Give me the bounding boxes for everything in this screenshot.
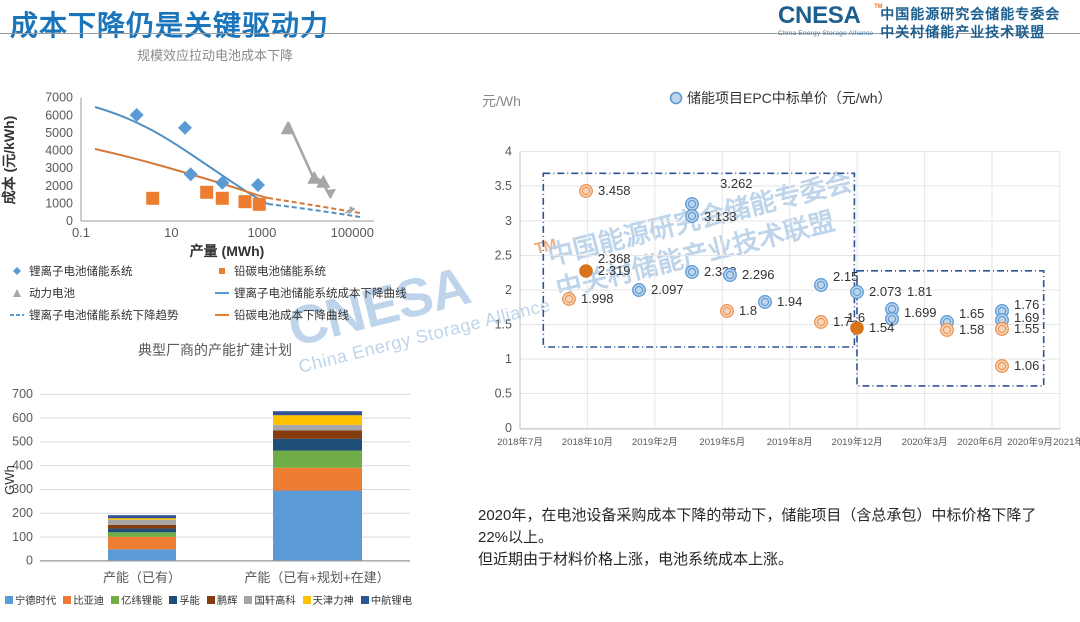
svg-text:2019年12月: 2019年12月 bbox=[831, 436, 882, 448]
svg-text:1.998: 1.998 bbox=[581, 291, 614, 306]
svg-text:1: 1 bbox=[505, 352, 512, 366]
svg-text:2018年7月: 2018年7月 bbox=[497, 436, 543, 448]
svg-text:3.133: 3.133 bbox=[704, 209, 737, 224]
svg-text:2020年6月: 2020年6月 bbox=[957, 436, 1003, 448]
svg-text:产能（已有）: 产能（已有） bbox=[103, 570, 181, 585]
svg-text:100000: 100000 bbox=[331, 225, 374, 240]
svg-text:2.073: 2.073 bbox=[869, 284, 902, 299]
svg-text:2.5: 2.5 bbox=[495, 249, 512, 263]
svg-text:7000: 7000 bbox=[45, 91, 73, 105]
svg-text:1.5: 1.5 bbox=[495, 318, 512, 332]
svg-text:700: 700 bbox=[12, 387, 33, 401]
svg-text:1.8: 1.8 bbox=[739, 303, 757, 318]
svg-text:500: 500 bbox=[12, 435, 33, 449]
svg-text:2020年3月: 2020年3月 bbox=[902, 436, 948, 448]
svg-text:1000: 1000 bbox=[45, 196, 73, 210]
svg-text:GWh: GWh bbox=[2, 465, 17, 495]
svg-text:产量 (MWh): 产量 (MWh) bbox=[190, 243, 265, 259]
svg-text:2.097: 2.097 bbox=[651, 282, 684, 297]
svg-text:2.15: 2.15 bbox=[833, 269, 858, 284]
svg-text:10: 10 bbox=[164, 225, 178, 240]
svg-text:2020年9月: 2020年9月 bbox=[1007, 436, 1053, 448]
svg-text:2018年10月: 2018年10月 bbox=[562, 436, 613, 448]
svg-text:1.54: 1.54 bbox=[869, 320, 894, 335]
svg-text:储能项目EPC中标单价（元/wh）: 储能项目EPC中标单价（元/wh） bbox=[687, 90, 892, 106]
svg-text:产能（已有+规划+在建）: 产能（已有+规划+在建） bbox=[244, 570, 389, 585]
svg-text:6000: 6000 bbox=[45, 108, 73, 122]
svg-text:2.296: 2.296 bbox=[742, 267, 775, 282]
svg-text:1.94: 1.94 bbox=[777, 294, 802, 309]
svg-text:2.319: 2.319 bbox=[598, 263, 631, 278]
svg-text:5000: 5000 bbox=[45, 126, 73, 140]
svg-text:2000: 2000 bbox=[45, 179, 73, 193]
svg-text:1.81: 1.81 bbox=[907, 284, 932, 299]
svg-text:2021年1月: 2021年1月 bbox=[1053, 436, 1080, 448]
svg-text:1.699: 1.699 bbox=[904, 305, 937, 320]
svg-text:0.1: 0.1 bbox=[72, 225, 90, 240]
svg-text:3: 3 bbox=[505, 214, 512, 228]
svg-text:典型厂商的产能扩建计划: 典型厂商的产能扩建计划 bbox=[138, 342, 292, 358]
svg-text:1.55: 1.55 bbox=[1014, 321, 1039, 336]
svg-text:0: 0 bbox=[505, 421, 512, 435]
svg-text:0.5: 0.5 bbox=[495, 387, 512, 401]
svg-text:1.65: 1.65 bbox=[959, 306, 984, 321]
svg-text:元/Wh: 元/Wh bbox=[482, 93, 521, 109]
svg-text:0: 0 bbox=[26, 554, 33, 568]
svg-text:1.58: 1.58 bbox=[959, 322, 984, 337]
svg-text:200: 200 bbox=[12, 506, 33, 520]
svg-text:600: 600 bbox=[12, 411, 33, 425]
svg-text:3000: 3000 bbox=[45, 161, 73, 175]
svg-text:2019年5月: 2019年5月 bbox=[699, 436, 745, 448]
svg-text:2019年2月: 2019年2月 bbox=[632, 436, 678, 448]
svg-text:4000: 4000 bbox=[45, 144, 73, 158]
svg-text:3.262: 3.262 bbox=[720, 176, 753, 191]
svg-text:1.6: 1.6 bbox=[847, 310, 865, 325]
svg-text:1.06: 1.06 bbox=[1014, 358, 1039, 373]
svg-text:2: 2 bbox=[505, 283, 512, 297]
svg-text:3.5: 3.5 bbox=[495, 179, 512, 193]
svg-text:2019年8月: 2019年8月 bbox=[767, 436, 813, 448]
svg-text:规模效应拉动电池成本下降: 规模效应拉动电池成本下降 bbox=[137, 48, 293, 63]
svg-text:3.458: 3.458 bbox=[598, 183, 631, 198]
svg-text:100: 100 bbox=[12, 530, 33, 544]
svg-text:1000: 1000 bbox=[247, 225, 276, 240]
svg-text:4: 4 bbox=[505, 145, 512, 159]
svg-text:成本 (元/kWh): 成本 (元/kWh) bbox=[1, 116, 17, 205]
